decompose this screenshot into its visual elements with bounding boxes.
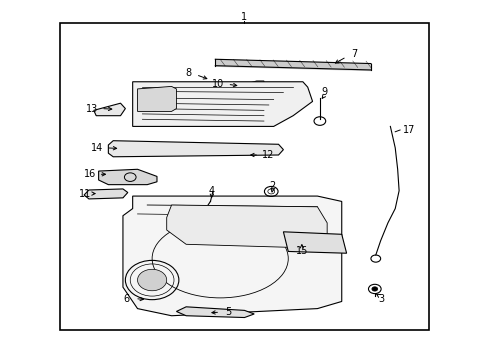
Polygon shape <box>176 307 254 318</box>
Text: 17: 17 <box>402 125 414 135</box>
Text: 10: 10 <box>211 78 224 89</box>
Text: 4: 4 <box>208 186 215 197</box>
Text: 11: 11 <box>79 189 91 199</box>
Polygon shape <box>132 82 312 126</box>
Text: 5: 5 <box>224 307 231 317</box>
Text: 2: 2 <box>269 181 275 192</box>
Text: 16: 16 <box>83 169 96 179</box>
Polygon shape <box>84 189 127 199</box>
Text: 13: 13 <box>85 104 98 113</box>
Polygon shape <box>108 141 283 157</box>
Text: 15: 15 <box>295 247 307 256</box>
Polygon shape <box>99 169 157 185</box>
Circle shape <box>137 269 166 291</box>
Text: 14: 14 <box>90 143 102 153</box>
Polygon shape <box>94 103 125 116</box>
Polygon shape <box>237 81 264 88</box>
Circle shape <box>371 287 377 291</box>
Polygon shape <box>283 232 346 253</box>
Polygon shape <box>122 196 341 316</box>
Text: 12: 12 <box>261 150 273 160</box>
Text: 3: 3 <box>378 294 384 303</box>
Text: 6: 6 <box>123 294 130 303</box>
Text: 1: 1 <box>241 13 247 22</box>
Polygon shape <box>166 205 326 248</box>
Text: 7: 7 <box>350 49 356 59</box>
Text: 9: 9 <box>321 87 327 98</box>
Text: 8: 8 <box>185 68 191 78</box>
Bar <box>60 23 428 330</box>
Polygon shape <box>137 86 176 111</box>
